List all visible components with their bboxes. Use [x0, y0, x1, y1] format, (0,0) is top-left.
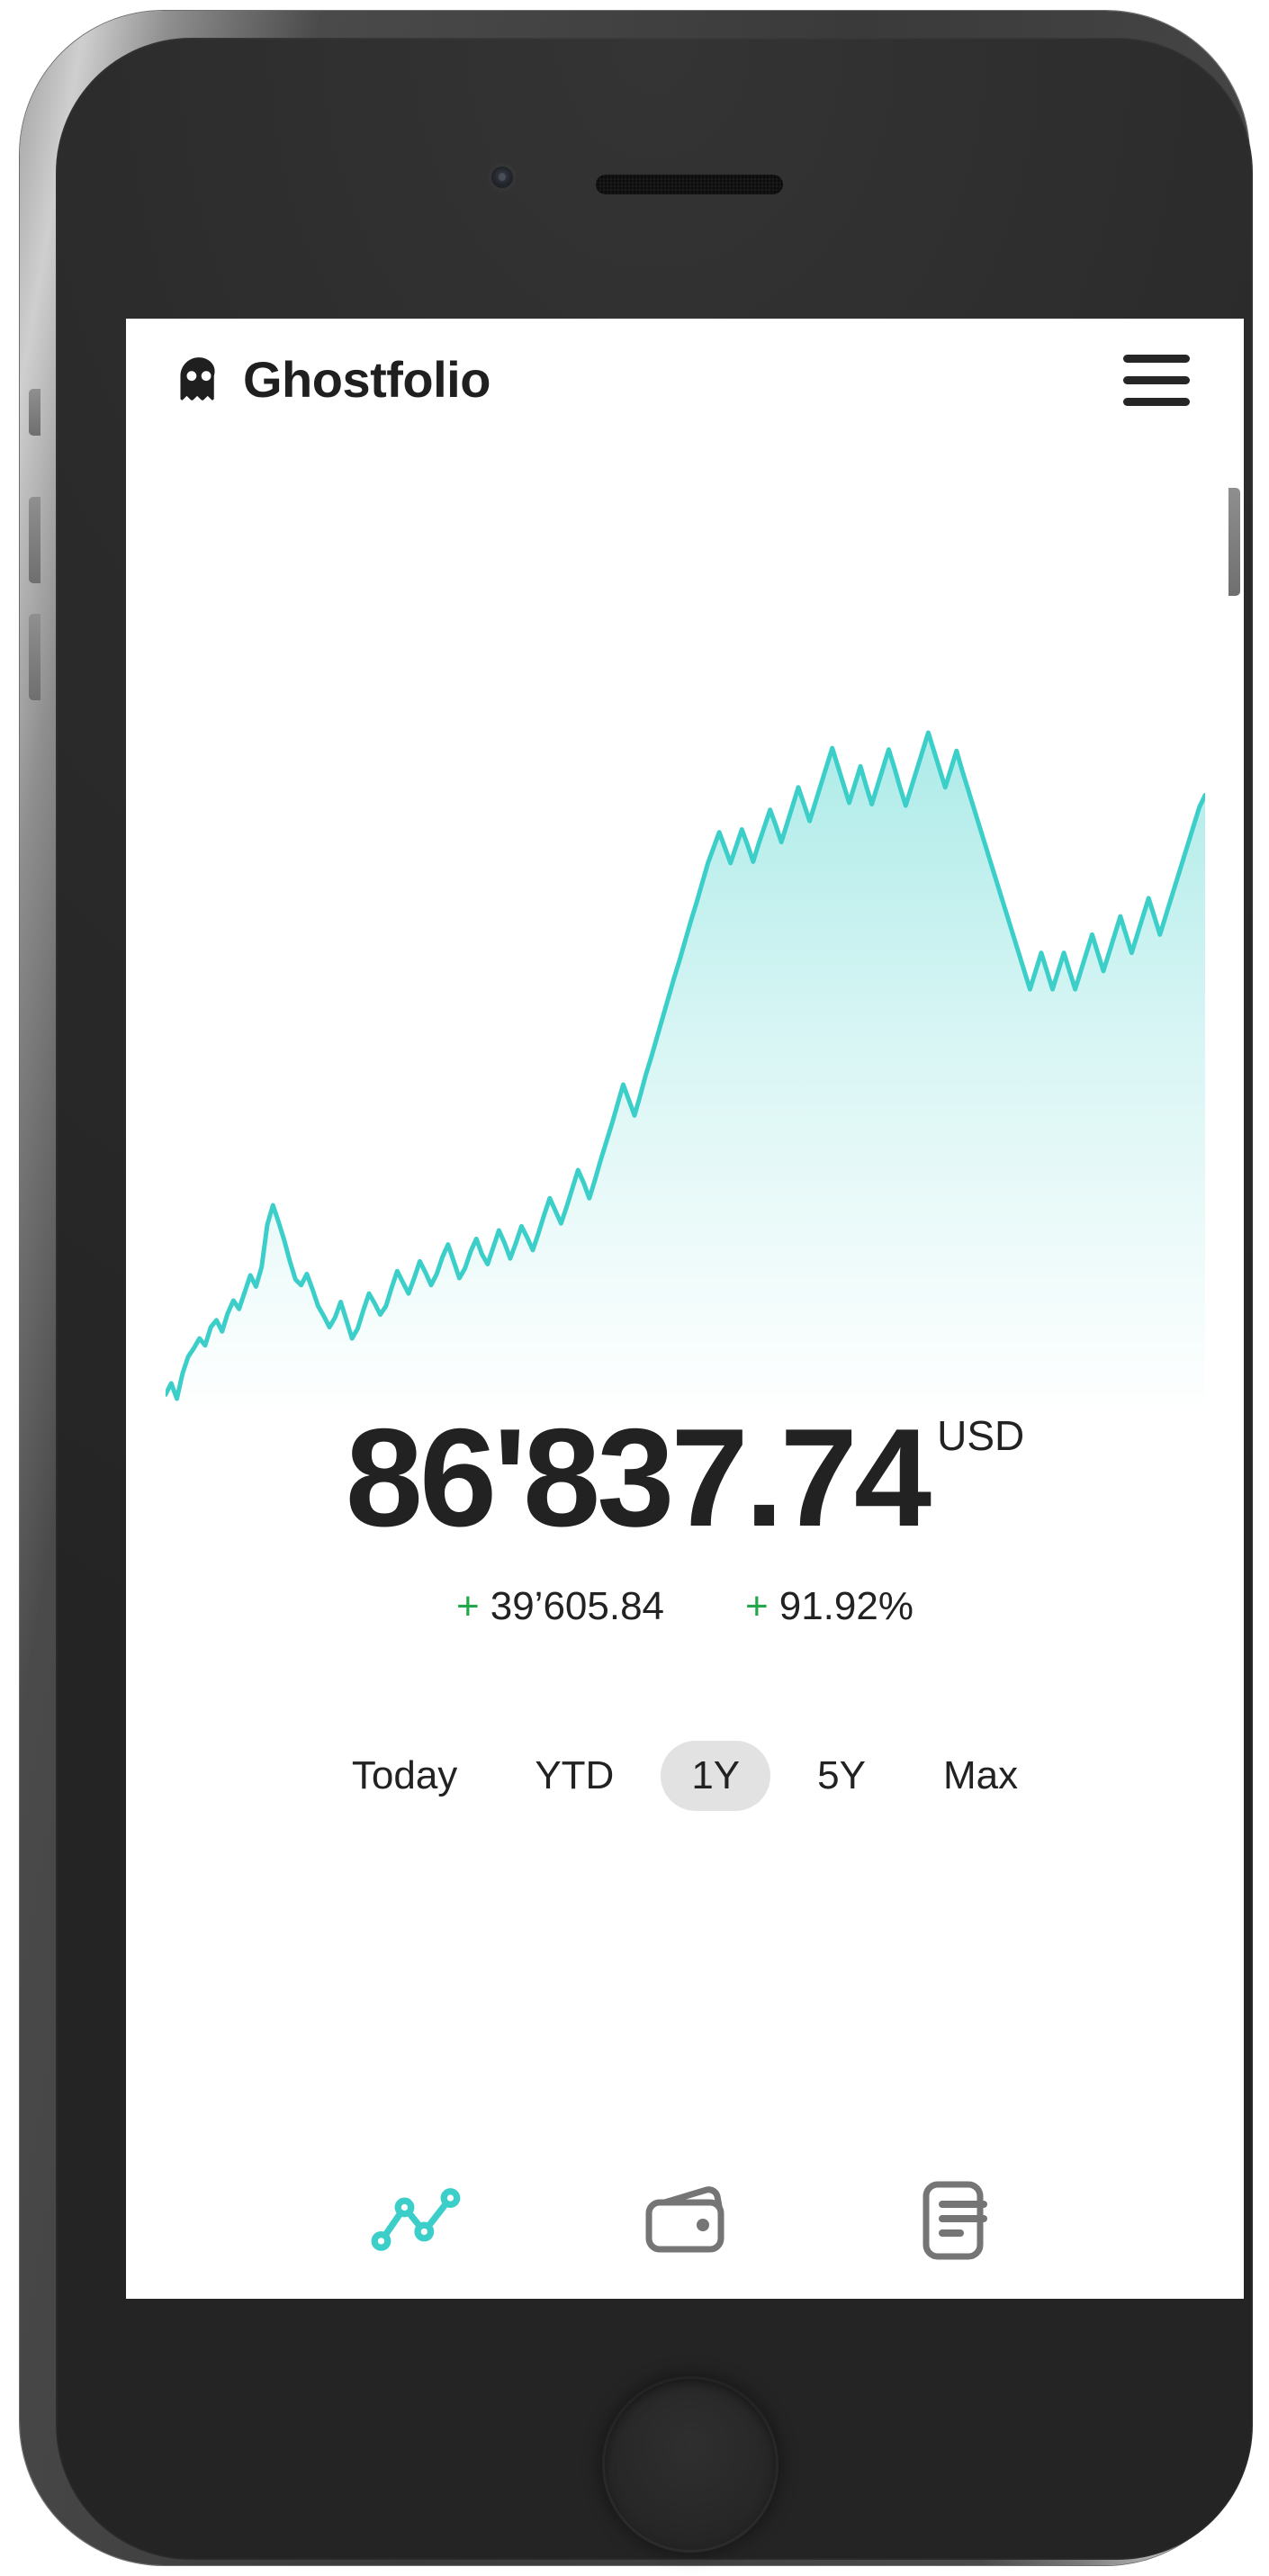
- phone-outer-frame: Ghostfolio: [20, 11, 1253, 2565]
- portfolio-summary: 86'837.74 USD + 39’605.84 + 91.92%: [126, 1408, 1244, 1626]
- percent-change: + 91.92%: [745, 1587, 914, 1626]
- portfolio-performance-chart[interactable]: [166, 706, 1205, 1417]
- analytics-line-chart-icon: [371, 2188, 461, 2251]
- brand[interactable]: Ghostfolio: [175, 355, 490, 405]
- nav-item-wallet[interactable]: [635, 2171, 734, 2270]
- nav-item-document-summary[interactable]: [904, 2171, 1003, 2270]
- absolute-change-sign: +: [456, 1584, 480, 1628]
- phone-body: Ghostfolio: [56, 38, 1253, 2560]
- home-button[interactable]: [602, 2376, 778, 2553]
- range-tab-5y[interactable]: 5Y: [817, 1753, 866, 1797]
- date-range-tabs: Today YTD 1Y 5Y Max: [126, 1741, 1244, 1811]
- chart-line: [166, 733, 1205, 1399]
- document-summary-icon: [922, 2181, 987, 2260]
- volume-up-button[interactable]: [29, 497, 40, 583]
- earpiece-speaker-icon: [596, 175, 783, 194]
- range-tab-today[interactable]: Today: [351, 1753, 458, 1797]
- wallet-icon: [645, 2186, 724, 2253]
- silent-switch[interactable]: [29, 389, 40, 436]
- currency-code: USD: [937, 1412, 1025, 1459]
- bottom-navigation: [126, 2153, 1244, 2288]
- brand-name: Ghostfolio: [243, 351, 490, 408]
- volume-down-button[interactable]: [29, 614, 40, 700]
- app-header: Ghostfolio: [126, 319, 1244, 441]
- nav-item-analytics-line-chart[interactable]: [367, 2171, 466, 2270]
- percent-change-sign: +: [745, 1584, 769, 1628]
- front-camera-icon: [491, 167, 513, 188]
- portfolio-value: 86'837.74: [345, 1400, 932, 1555]
- phone-screen: Ghostfolio: [126, 319, 1244, 2299]
- absolute-change-value: 39’605.84: [490, 1584, 665, 1628]
- percent-change-value: 91.92%: [778, 1584, 914, 1628]
- change-row: + 39’605.84 + 91.92%: [126, 1587, 1244, 1626]
- hamburger-menu-icon[interactable]: [1123, 352, 1195, 408]
- portfolio-chart-container: [126, 706, 1244, 1417]
- portfolio-value-line: 86'837.74 USD: [346, 1408, 1024, 1547]
- range-tab-max[interactable]: Max: [942, 1753, 1019, 1797]
- range-tab-ytd[interactable]: YTD: [535, 1753, 615, 1797]
- power-button[interactable]: [1228, 488, 1240, 596]
- ghost-icon: [180, 357, 215, 401]
- range-tab-1y[interactable]: 1Y: [661, 1741, 771, 1811]
- chart-area-fill: [166, 733, 1205, 1417]
- absolute-change: + 39’605.84: [456, 1587, 664, 1626]
